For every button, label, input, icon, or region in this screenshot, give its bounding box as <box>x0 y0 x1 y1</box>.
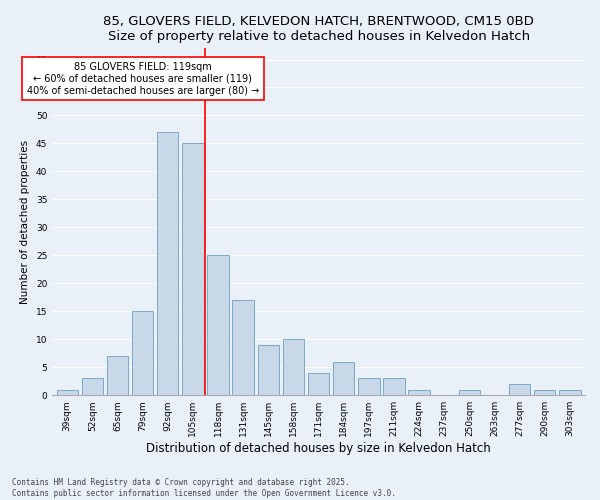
Bar <box>107 356 128 395</box>
Bar <box>208 256 229 395</box>
Bar <box>383 378 404 395</box>
Bar <box>308 373 329 395</box>
Bar <box>358 378 380 395</box>
Bar <box>157 132 178 395</box>
X-axis label: Distribution of detached houses by size in Kelvedon Hatch: Distribution of detached houses by size … <box>146 442 491 455</box>
Text: Contains HM Land Registry data © Crown copyright and database right 2025.
Contai: Contains HM Land Registry data © Crown c… <box>12 478 396 498</box>
Bar <box>82 378 103 395</box>
Bar <box>459 390 480 395</box>
Bar <box>257 345 279 395</box>
Title: 85, GLOVERS FIELD, KELVEDON HATCH, BRENTWOOD, CM15 0BD
Size of property relative: 85, GLOVERS FIELD, KELVEDON HATCH, BRENT… <box>103 15 534 43</box>
Bar <box>283 340 304 395</box>
Bar <box>182 144 203 395</box>
Bar <box>409 390 430 395</box>
Y-axis label: Number of detached properties: Number of detached properties <box>20 140 30 304</box>
Bar <box>132 312 154 395</box>
Bar <box>232 300 254 395</box>
Text: 85 GLOVERS FIELD: 119sqm
← 60% of detached houses are smaller (119)
40% of semi-: 85 GLOVERS FIELD: 119sqm ← 60% of detach… <box>26 62 259 96</box>
Bar <box>56 390 78 395</box>
Bar <box>559 390 581 395</box>
Bar <box>509 384 530 395</box>
Bar <box>534 390 556 395</box>
Bar <box>333 362 355 395</box>
